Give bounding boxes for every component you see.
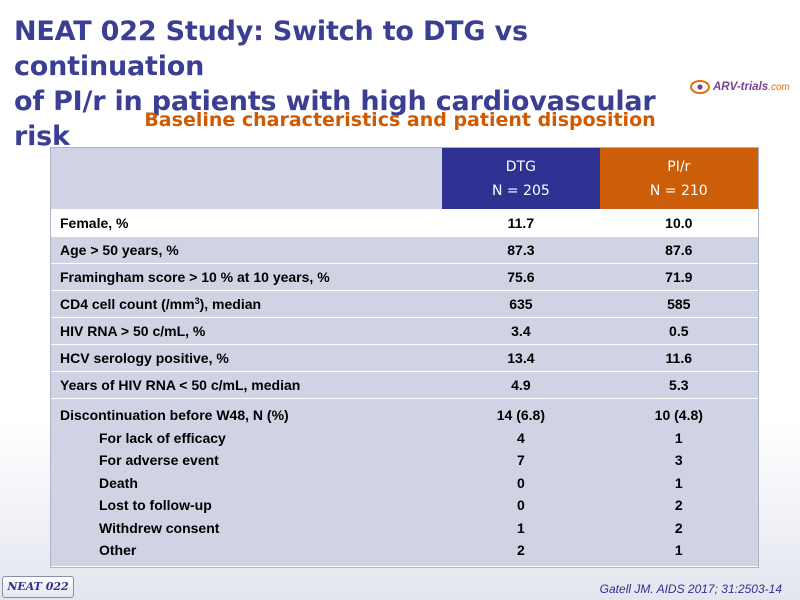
table-row: Years of HIV RNA < 50 c/mL, median 4.9 5…	[51, 372, 758, 399]
cell-pir: 10.0	[599, 210, 758, 237]
reason-pir: 2	[674, 497, 683, 513]
table-row: HIV RNA > 50 c/mL, % 3.4 0.5	[51, 318, 758, 345]
cell-pir: 0.5	[599, 318, 758, 345]
arv-trials-logo: ARV-trials.com	[690, 76, 796, 98]
row-label: HIV RNA > 50 c/mL, %	[51, 318, 443, 345]
reason-dtg: 7	[516, 452, 525, 468]
cell-dtg: 3.4	[442, 318, 600, 345]
baseline-table: DTG N = 205 PI/r N = 210 Female, % 11.7 …	[50, 147, 759, 568]
reason-pir: 1	[674, 429, 683, 446]
slide-title: NEAT 022 Study: Switch to DTG vs continu…	[14, 14, 694, 154]
study-badge: NEAT 022	[2, 576, 74, 598]
header-empty-cell	[51, 148, 443, 210]
reason-pir: 1	[674, 474, 683, 491]
header-pir: PI/r N = 210	[599, 148, 758, 210]
table-row: HCV serology positive, % 13.4 11.6	[51, 345, 758, 372]
slide-subtitle: Baseline characteristics and patient dis…	[144, 109, 656, 131]
discontinuation-pir: 10 (4.8) 1 3 1 2 2 1	[599, 399, 758, 567]
cell-pir: 585	[599, 291, 758, 318]
discontinuation-dtg: 14 (6.8) 4 7 0 0 1 2	[442, 399, 600, 567]
cell-pir: 5.3	[599, 372, 758, 399]
logo-name: ARV-trials	[713, 81, 769, 93]
table-row: CD4 cell count (/mm3), median 635 585	[51, 291, 758, 318]
logo-text: ARV-trials.com	[713, 81, 790, 93]
reason-dtg: 4	[516, 429, 525, 446]
cell-dtg: 4.9	[442, 372, 600, 399]
reason-pir: 2	[674, 519, 683, 536]
cell-dtg: 13.4	[442, 345, 600, 372]
reason-dtg: 0	[516, 497, 525, 513]
header-dtg-name: DTG	[505, 158, 536, 175]
title-line-2: of PI/r in patients with high cardiovasc…	[14, 86, 656, 152]
discontinuation-dtg-total: 14 (6.8)	[496, 407, 545, 423]
table-row: Framingham score > 10 % at 10 years, % 7…	[51, 264, 758, 291]
reason-pir: 3	[674, 452, 683, 468]
reason-label: Lost to follow-up	[99, 497, 212, 513]
cell-pir: 71.9	[599, 264, 758, 291]
discontinuation-label: Discontinuation before W48, N (%)	[60, 407, 289, 423]
reason-label: For lack of efficacy	[99, 429, 226, 446]
citation: Gatell JM. AIDS 2017; 31:2503-14	[599, 582, 782, 596]
table-row: Age > 50 years, % 87.3 87.6	[51, 237, 758, 264]
reason-dtg: 0	[516, 474, 525, 491]
reason-label: Other	[99, 542, 137, 558]
table-row: Female, % 11.7 10.0	[51, 210, 758, 237]
row-label-suffix: ), median	[199, 296, 262, 312]
row-label: HCV serology positive, %	[51, 345, 443, 372]
logo-domain: .com	[768, 82, 790, 93]
table-header-row: DTG N = 205 PI/r N = 210	[51, 148, 758, 210]
cell-pir: 87.6	[599, 237, 758, 264]
cell-dtg: 635	[442, 291, 600, 318]
row-label: Years of HIV RNA < 50 c/mL, median	[51, 372, 443, 399]
discontinuation-row: Discontinuation before W48, N (%) For la…	[51, 399, 758, 567]
cell-pir: 11.6	[599, 345, 758, 372]
header-pir-name: PI/r	[667, 158, 691, 175]
arv-trials-logo-icon	[690, 80, 710, 94]
header-dtg-n: N = 205	[491, 182, 550, 199]
discontinuation-pir-total: 10 (4.8)	[654, 407, 703, 423]
cell-dtg: 11.7	[442, 210, 600, 237]
title-line-1: NEAT 022 Study: Switch to DTG vs continu…	[14, 16, 528, 82]
cell-dtg: 75.6	[442, 264, 600, 291]
reason-label: For adverse event	[99, 452, 219, 468]
row-label-text: CD4 cell count (/mm	[60, 296, 195, 312]
row-label-superscript: 3	[194, 296, 200, 306]
row-label: Female, %	[51, 210, 443, 237]
header-pir-n: N = 210	[649, 182, 708, 199]
reason-dtg: 2	[516, 542, 525, 558]
reason-pir: 1	[674, 542, 683, 558]
row-label: Framingham score > 10 % at 10 years, %	[51, 264, 443, 291]
discontinuation-labels: Discontinuation before W48, N (%) For la…	[51, 399, 443, 567]
cell-dtg: 87.3	[442, 237, 600, 264]
reason-label: Death	[99, 474, 138, 491]
row-label: CD4 cell count (/mm3), median	[51, 291, 443, 318]
row-label: Age > 50 years, %	[51, 237, 443, 264]
reason-label: Withdrew consent	[99, 519, 220, 536]
reason-dtg: 1	[516, 519, 525, 536]
header-dtg: DTG N = 205	[442, 148, 600, 210]
